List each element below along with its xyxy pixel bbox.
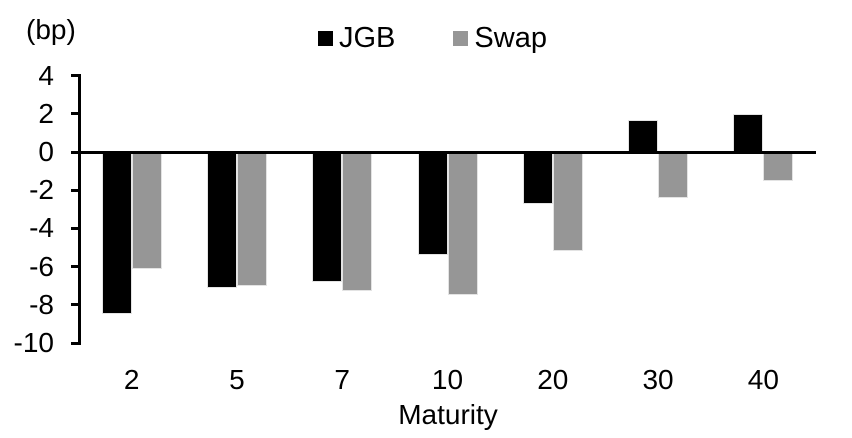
bar-jgb-5 [206, 152, 237, 288]
legend-swatch-swap-icon [453, 30, 469, 46]
x-tick-label-10: 10 [431, 364, 464, 395]
legend-item-jgb: JGB [318, 22, 395, 54]
bar-swap-5 [236, 152, 267, 286]
y-tick-mark-0 [71, 150, 79, 154]
bar-swap-2 [131, 152, 162, 269]
bar-jgb-10 [417, 152, 448, 256]
bar-swap-7 [342, 152, 373, 292]
y-tick-label--2: -2 [29, 174, 54, 206]
bar-jgb-20 [522, 152, 553, 204]
y-tick-mark--2 [71, 188, 79, 192]
y-tick-label-4: 4 [38, 59, 54, 91]
y-tick-mark-4 [71, 74, 79, 78]
bar-swap-30 [658, 152, 689, 198]
legend-item-swap: Swap [453, 22, 547, 54]
y-axis-unit-label: (bp) [26, 14, 76, 45]
y-tick-mark--10 [71, 341, 79, 345]
legend-label-swap: Swap [474, 22, 547, 54]
x-tick-label-30: 30 [642, 364, 674, 395]
bar-jgb-2 [101, 152, 132, 315]
y-tick-label-2: 2 [38, 97, 54, 129]
bar-jgb-40 [733, 113, 764, 152]
x-tick-label-5: 5 [229, 364, 245, 395]
y-tick-mark--4 [71, 226, 79, 230]
y-axis-line [78, 74, 81, 345]
x-tick-label-20: 20 [537, 364, 569, 395]
y-tick-label--8: -8 [29, 288, 54, 320]
y-tick-mark--8 [71, 303, 79, 307]
y-tick-label--4: -4 [29, 212, 54, 244]
bar-jgb-30 [628, 119, 659, 152]
legend: JGB Swap [318, 22, 547, 54]
y-tick-label-0: 0 [38, 136, 54, 167]
legend-label-jgb: JGB [339, 22, 396, 54]
x-axis-title: Maturity [398, 399, 498, 430]
y-tick-mark-2 [71, 112, 79, 116]
bar-jgb-7 [312, 152, 343, 282]
y-tick-label--6: -6 [29, 250, 54, 282]
legend-swatch-jgb-icon [318, 30, 333, 46]
x-tick-label-40: 40 [747, 364, 779, 395]
y-tick-label--10: -10 [13, 327, 54, 358]
x-tick-label-2: 2 [123, 364, 140, 395]
zero-baseline [79, 150, 816, 154]
bar-swap-10 [447, 152, 478, 296]
bar-swap-40 [763, 152, 794, 181]
y-tick-mark--6 [71, 265, 79, 269]
x-tick-label-7: 7 [334, 364, 350, 395]
bar-swap-20 [552, 152, 583, 252]
